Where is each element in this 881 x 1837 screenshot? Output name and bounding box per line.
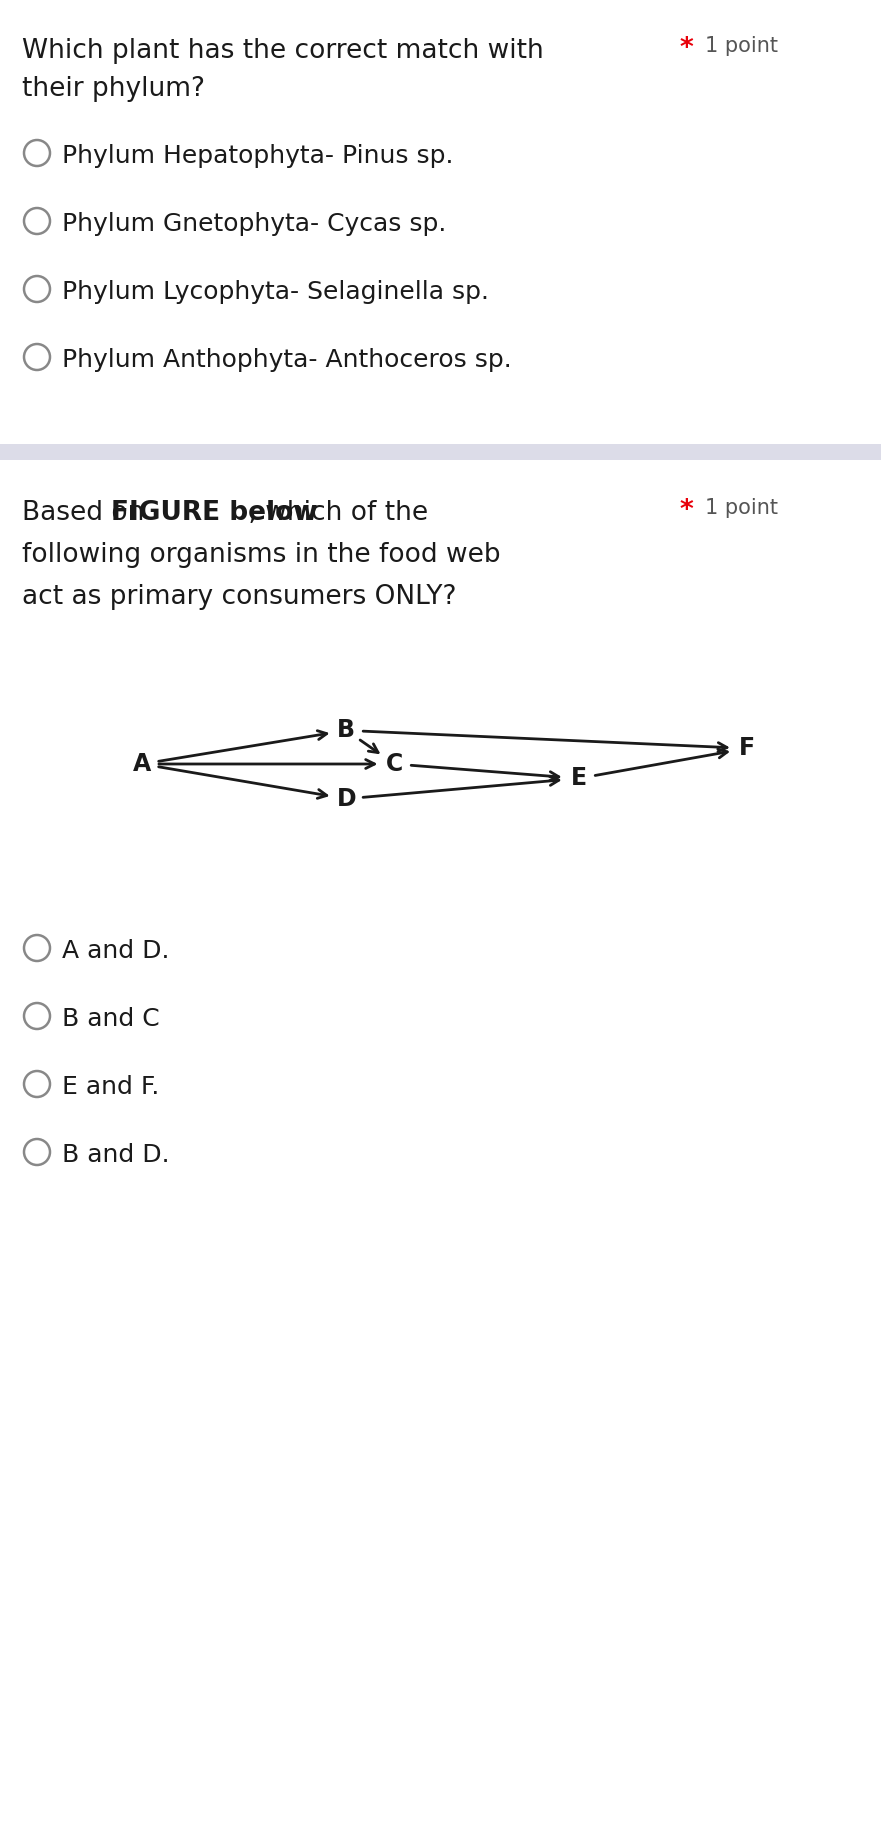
Text: E and F.: E and F. [62, 1075, 159, 1099]
Text: A and D.: A and D. [62, 939, 169, 963]
Text: 1 point: 1 point [705, 37, 778, 55]
Text: *: * [680, 498, 693, 524]
Text: 1 point: 1 point [705, 498, 778, 518]
Text: their phylum?: their phylum? [22, 75, 205, 103]
Text: Phylum Hepatophyta- Pinus sp.: Phylum Hepatophyta- Pinus sp. [62, 143, 454, 167]
Text: B and D.: B and D. [62, 1143, 170, 1166]
Text: B: B [337, 718, 355, 742]
Bar [0, 445, 881, 459]
Text: Which plant has the correct match with: Which plant has the correct match with [22, 39, 544, 64]
Text: F: F [739, 737, 755, 761]
Text: act as primary consumers ONLY?: act as primary consumers ONLY? [22, 584, 456, 610]
Text: C: C [386, 751, 403, 775]
Text: Phylum Anthophyta- Anthoceros sp.: Phylum Anthophyta- Anthoceros sp. [62, 347, 512, 373]
Text: Phylum Lycophyta- Selaginella sp.: Phylum Lycophyta- Selaginella sp. [62, 279, 489, 303]
Text: following organisms in the food web: following organisms in the food web [22, 542, 500, 568]
Text: B and C: B and C [62, 1007, 159, 1031]
Text: E: E [571, 766, 587, 790]
Text: D: D [337, 786, 356, 810]
Text: Based on: Based on [22, 500, 152, 525]
Text: , which of the: , which of the [240, 500, 428, 525]
Text: *: * [680, 37, 693, 62]
Text: Phylum Gnetophyta- Cycas sp.: Phylum Gnetophyta- Cycas sp. [62, 211, 447, 235]
Text: FIGURE below: FIGURE below [111, 500, 317, 525]
Text: A: A [133, 751, 152, 775]
